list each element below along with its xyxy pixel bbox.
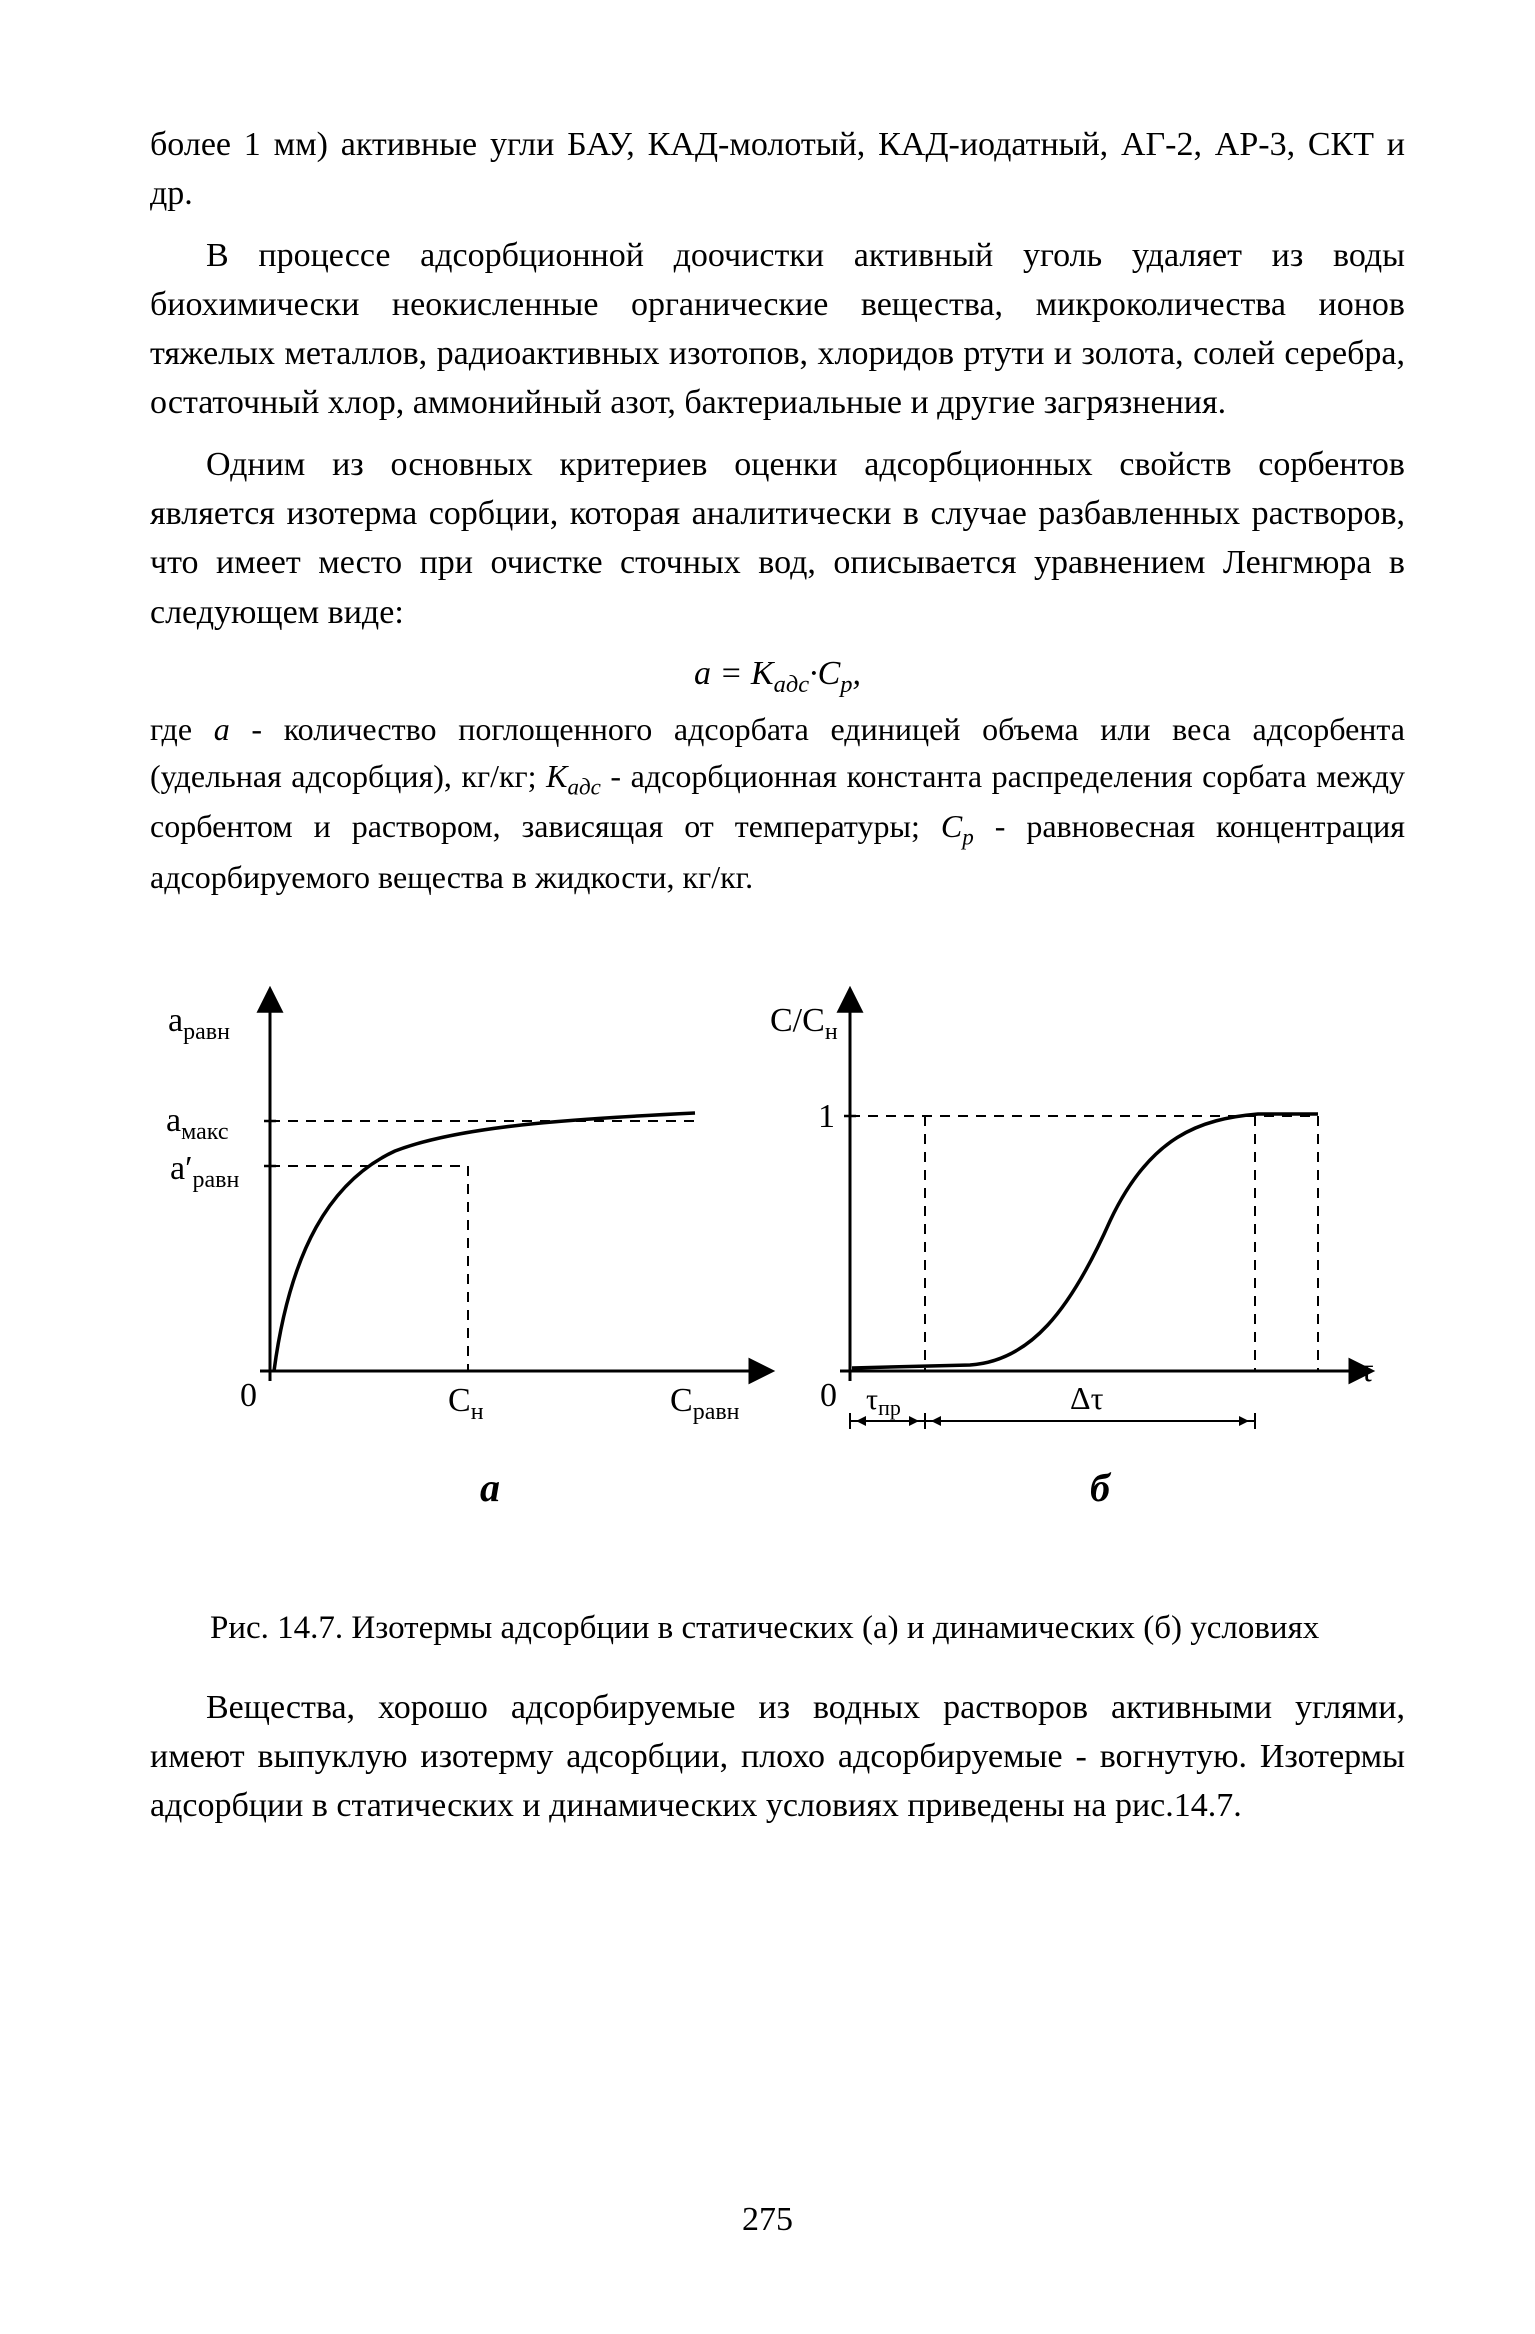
label-b-zero: 0 [820, 1377, 837, 1414]
paragraph-2: В процессе адсорбционной доочистки актив… [150, 231, 1405, 428]
def-k-sym: Kадс [546, 758, 601, 794]
figure-14-7: aравн aмакс a′равн 0 Cн Cравн а [150, 951, 1405, 1653]
figure-caption: Рис. 14.7. Изотермы адсорбции в статичес… [210, 1605, 1365, 1653]
page-number: 275 [0, 2195, 1535, 2244]
label-cravn: Cравн [670, 1382, 740, 1425]
label-sub-a: а [480, 1465, 500, 1510]
label-one: 1 [818, 1098, 835, 1135]
paragraph-5: Вещества, хорошо адсорбируемые из водных… [150, 1683, 1405, 1831]
chart-b-curve [852, 1114, 1318, 1368]
label-a-prime-ravn: a′равн [170, 1150, 240, 1193]
def-prefix: где [150, 711, 214, 747]
chart-b-taupr-a2 [909, 1416, 919, 1426]
equation-text: a = Kадс·Cр, [694, 655, 861, 692]
definitions: где a - количество поглощенного адсорбат… [150, 706, 1405, 900]
figure-svg: aравн aмакс a′равн 0 Cн Cравн а [150, 951, 1405, 1551]
equation: a = Kадс·Cр, [150, 649, 1405, 702]
chart-b-dtau-a1 [931, 1416, 941, 1426]
chart-a-curve [274, 1113, 695, 1371]
label-tau: τ [1360, 1352, 1374, 1389]
label-tau-pr: τпр [866, 1383, 901, 1420]
label-a-zero: 0 [240, 1377, 257, 1414]
label-ccn: C/Cн [770, 1002, 838, 1045]
label-cn: Cн [448, 1382, 484, 1425]
label-sub-b: б [1090, 1465, 1112, 1510]
paragraph-1: более 1 мм) активные угли БАУ, КАД-молот… [150, 120, 1405, 219]
chart-b-dtau-a2 [1239, 1416, 1249, 1426]
chart-a: aравн aмакс a′равн 0 Cн Cравн а [166, 1002, 755, 1510]
def-c-sym: Cр [941, 808, 974, 844]
page-root: более 1 мм) активные угли БАУ, КАД-молот… [0, 0, 1535, 2334]
chart-b-taupr-a1 [856, 1416, 866, 1426]
chart-b: C/Cн 1 0 τпр Δτ τ [770, 1002, 1374, 1510]
label-delta-tau: Δτ [1070, 1380, 1104, 1416]
def-a-sym: a [214, 711, 230, 747]
label-a-maks: aмакс [166, 1102, 228, 1145]
paragraph-3: Одним из основных критериев оценки адсор… [150, 440, 1405, 637]
label-a-ravn: aравн [168, 1002, 230, 1045]
